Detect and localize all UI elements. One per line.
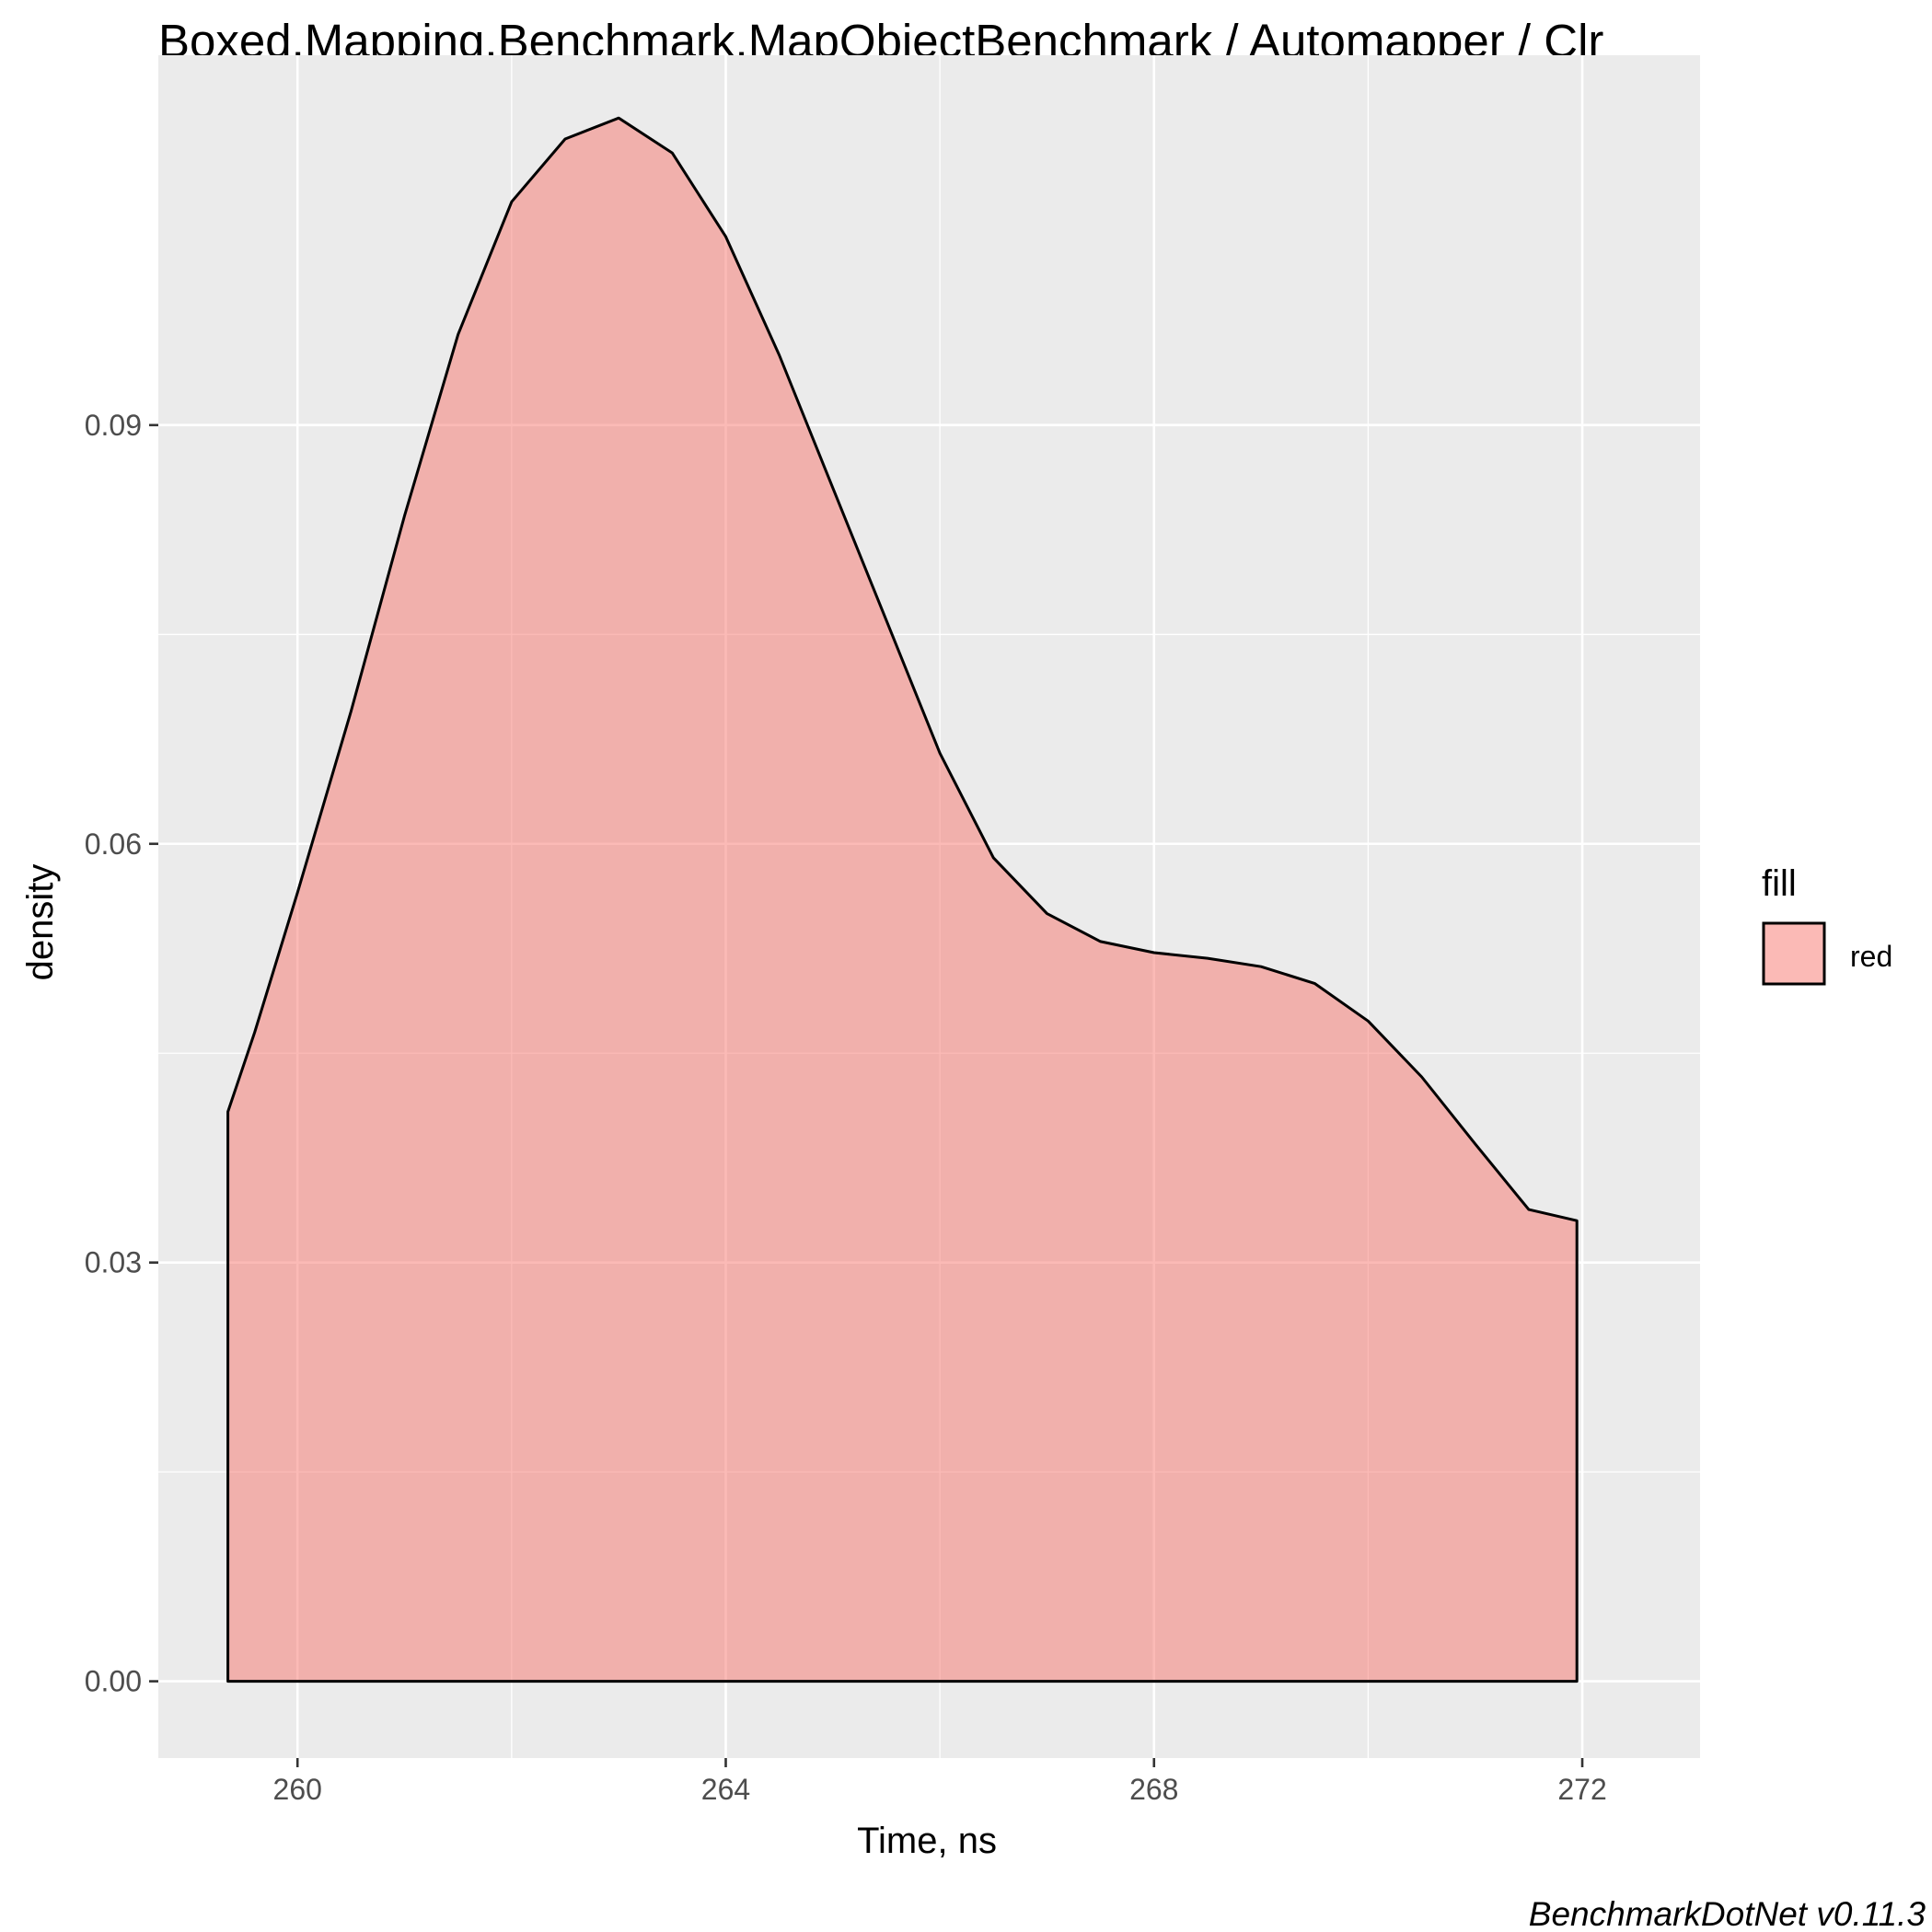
- y-axis-title: density: [20, 864, 61, 981]
- y-tick-label: 0.00: [85, 1665, 142, 1698]
- x-axis-ticks: 260 264 268 272: [273, 1758, 1607, 1806]
- legend-label-red: red: [1850, 940, 1892, 973]
- density-area: [226, 116, 1579, 1683]
- y-tick-label: 0.03: [85, 1246, 142, 1279]
- legend: fill red: [1762, 863, 1892, 986]
- y-axis-ticks: 0.00 0.03 0.06 0.09: [85, 409, 158, 1698]
- x-tick-label: 264: [701, 1773, 750, 1806]
- x-tick-label: 268: [1129, 1773, 1178, 1806]
- legend-key-red: [1762, 921, 1826, 986]
- x-tick-label: 272: [1557, 1773, 1606, 1806]
- legend-title: fill: [1762, 863, 1797, 904]
- x-axis-title: Time, ns: [857, 1821, 997, 1861]
- y-tick-label: 0.06: [85, 827, 142, 861]
- caption: BenchmarkDotNet v0.11.3: [1529, 1895, 1926, 1932]
- x-tick-label: 260: [273, 1773, 322, 1806]
- y-tick-label: 0.09: [85, 409, 142, 442]
